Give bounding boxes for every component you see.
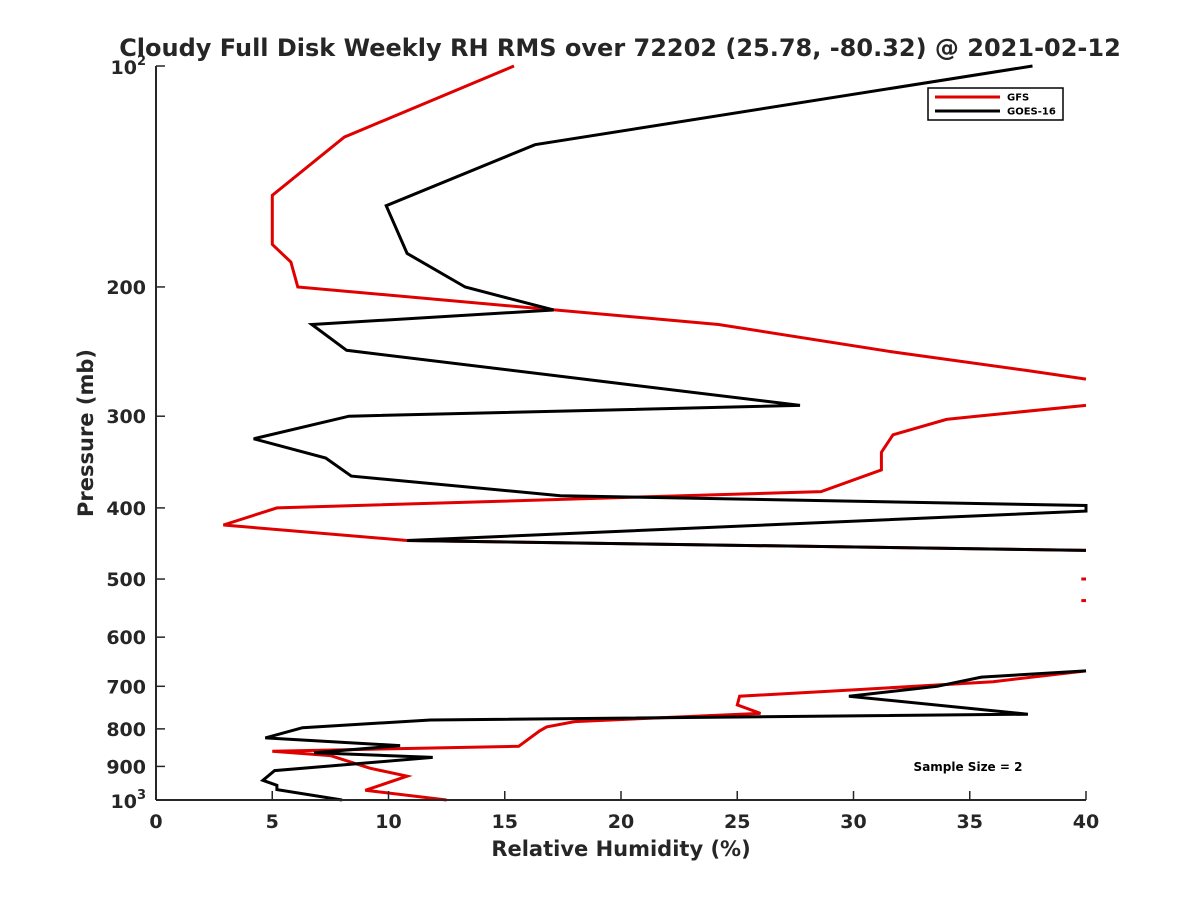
chart-title: Cloudy Full Disk Weekly RH RMS over 7220… (119, 34, 1121, 62)
x-tick-label: 25 (724, 811, 750, 833)
x-ticks: 0 5 10 15 20 25 30 35 40 (149, 791, 1099, 833)
x-tick-label: 0 (149, 811, 162, 833)
series-goes-16-line-1 (253, 64, 1088, 552)
y-tick-label: 103 (111, 788, 147, 813)
y-tick-label: 102 (111, 54, 147, 79)
y-tick-label: 600 (106, 627, 146, 649)
plot-area (156, 66, 1086, 800)
legend: GFS GOES-16 (927, 87, 1064, 121)
y-tick-label: 500 (106, 569, 146, 591)
legend-label-gfs: GFS (1007, 93, 1029, 104)
series-layer (222, 64, 1088, 802)
x-axis-label: Relative Humidity (%) (491, 837, 750, 861)
y-axis-label: Pressure (mb) (74, 349, 98, 517)
x-tick-label: 10 (375, 811, 401, 833)
y-tick-label: 700 (106, 676, 146, 698)
x-tick-label: 40 (1073, 811, 1099, 833)
series-gfs-line-1 (270, 64, 1087, 381)
x-tick-label: 30 (840, 811, 866, 833)
legend-box (927, 87, 1064, 121)
y-tick-label: 400 (106, 498, 146, 520)
sample-size-annotation: Sample Size = 2 (914, 760, 1023, 774)
y-tick-label: 900 (106, 756, 146, 778)
x-tick-label: 20 (608, 811, 634, 833)
series-gfs-line-5 (272, 669, 1087, 802)
series-gfs-line-2 (222, 403, 1087, 552)
legend-label-goes-16: GOES-16 (1007, 107, 1056, 118)
y-tick-label: 800 (106, 719, 146, 741)
y-tick-label: 300 (106, 406, 146, 428)
x-tick-label: 15 (492, 811, 518, 833)
series-goes-16-line-2 (259, 669, 1087, 802)
x-tick-label: 5 (266, 811, 279, 833)
x-tick-label: 35 (957, 811, 983, 833)
y-tick-label: 200 (106, 277, 146, 299)
y-ticks: 102 200 300 400 500 600 700 800 900 103 (106, 54, 165, 813)
